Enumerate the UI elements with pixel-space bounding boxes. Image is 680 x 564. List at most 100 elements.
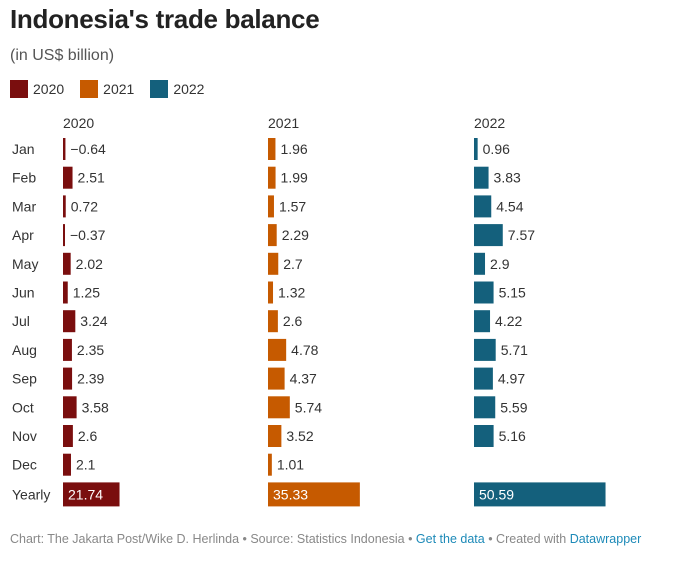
legend-item-2022: 2022: [150, 80, 204, 98]
bar-2022-nov: [474, 425, 494, 447]
value-label-2020-jul: 3.24: [80, 313, 107, 329]
row-label-nov: Nov: [12, 428, 37, 444]
value-label-2022-mar: 4.54: [496, 198, 523, 214]
footer: Chart: The Jakarta Post/Wike D. Herlinda…: [10, 532, 641, 546]
value-label-2021-jul: 2.6: [283, 313, 303, 329]
value-label-2021-dec: 1.01: [277, 457, 304, 473]
legend-swatch-2022: [150, 80, 169, 98]
legend-swatch-2020: [10, 80, 28, 98]
bar-2022-sep: [474, 367, 493, 390]
legend-swatch-2021: [80, 80, 99, 98]
value-label-2021-apr: 2.29: [282, 227, 309, 243]
bar-2020-jul: [63, 310, 76, 333]
value-label-2021-may: 2.7: [283, 256, 303, 272]
bar-2021-jun: [268, 281, 274, 304]
bar-2021-nov: [268, 425, 282, 447]
bar-2021-jul: [268, 310, 278, 333]
value-label-2022-jul: 4.22: [495, 313, 522, 329]
row-label-jul: Jul: [12, 313, 30, 329]
row-label-dec: Dec: [12, 457, 37, 473]
bar-total-2020: [63, 482, 120, 507]
legend-item-2020: 2020: [10, 80, 64, 98]
value-label-2022-oct: 5.59: [500, 399, 527, 415]
value-label-2021-mar: 1.57: [279, 198, 306, 214]
bar-2021-apr: [268, 224, 277, 247]
column-header-2020: 2020: [63, 115, 94, 131]
legend-label-2022: 2022: [173, 81, 205, 97]
column-header-2021: 2021: [268, 115, 299, 131]
bar-2021-sep: [268, 367, 285, 390]
value-label-2020-feb: 2.51: [78, 170, 105, 186]
value-label-2022-jun: 5.15: [499, 285, 526, 301]
trade-balance-chart: 2020 2021 2022 Jan Feb Mar Apr May Jun Jul Aug Sep O…: [12, 115, 606, 507]
footer-created-with: • Created with: [484, 532, 570, 546]
bar-2021-oct: [268, 396, 290, 419]
chart-title: Indonesia's trade balance: [10, 4, 320, 34]
bar-2021-feb: [268, 166, 276, 189]
bar-2020-dec: [63, 453, 71, 476]
value-label-2020-aug: 2.35: [77, 342, 104, 358]
get-the-data-link[interactable]: Get the data: [415, 532, 485, 546]
bar-2020-jun: [63, 281, 68, 304]
value-label-2021-jan: 1.96: [280, 141, 307, 157]
legend-label-2021: 2021: [103, 81, 135, 97]
legend-label-2020: 2020: [33, 81, 65, 97]
row-label-feb: Feb: [12, 170, 36, 186]
bar-2022-may: [474, 252, 486, 275]
bar-2020-aug: [63, 338, 72, 361]
row-label-apr: Apr: [12, 227, 34, 243]
value-label-2020-jun: 1.25: [73, 285, 100, 301]
bar-2020-apr: [63, 224, 65, 247]
value-label-total-2022: 50.59: [479, 486, 514, 502]
row-label-yearly: Yearly: [12, 486, 50, 502]
row-label-jun: Jun: [12, 285, 35, 301]
value-label-2021-jun: 1.32: [278, 285, 305, 301]
value-label-2021-feb: 1.99: [281, 170, 308, 186]
bar-2020-nov: [63, 425, 73, 447]
value-label-2022-apr: 7.57: [508, 227, 535, 243]
value-label-2020-sep: 2.39: [77, 371, 104, 387]
bar-2020-feb: [63, 166, 73, 189]
value-label-2020-jan: −0.64: [70, 141, 106, 157]
bar-2020-sep: [63, 367, 73, 390]
value-label-2020-apr: −0.37: [70, 227, 106, 243]
value-label-2020-dec: 2.1: [76, 457, 96, 473]
value-label-2022-jan: 0.96: [483, 141, 510, 157]
value-label-2020-may: 2.02: [76, 256, 103, 272]
bar-2020-mar: [63, 195, 66, 218]
bar-2022-mar: [474, 195, 492, 218]
bar-2021-aug: [268, 338, 287, 361]
bar-2022-apr: [474, 224, 503, 247]
bar-total-2022: [474, 482, 606, 507]
bar-2021-jan: [268, 138, 276, 160]
bar-2020-jan: [63, 138, 66, 160]
value-label-2021-aug: 4.78: [291, 342, 318, 358]
bar-2020-may: [63, 252, 71, 275]
datawrapper-link[interactable]: Datawrapper: [569, 532, 642, 546]
value-label-2022-aug: 5.71: [501, 342, 528, 358]
row-label-aug: Aug: [12, 342, 37, 358]
value-label-2022-sep: 4.97: [498, 371, 525, 387]
bar-2021-dec: [268, 453, 272, 476]
legend-item-2021: 2021: [80, 80, 134, 98]
value-label-2021-nov: 3.52: [286, 428, 313, 444]
value-label-total-2020: 21.74: [68, 486, 103, 502]
bar-2022-jun: [474, 281, 494, 304]
bar-2022-aug: [474, 338, 496, 361]
value-label-2020-oct: 3.58: [82, 399, 109, 415]
value-label-2022-nov: 5.16: [499, 428, 526, 444]
value-label-2021-oct: 5.74: [295, 399, 322, 415]
bar-2020-oct: [63, 396, 77, 419]
row-label-jan: Jan: [12, 141, 35, 157]
legend: 2020 2021 2022: [10, 80, 204, 98]
bar-2021-may: [268, 252, 279, 275]
value-label-2020-nov: 2.6: [78, 428, 98, 444]
bar-2022-jan: [474, 138, 478, 160]
value-label-2020-mar: 0.72: [71, 198, 98, 214]
value-label-2021-sep: 4.37: [290, 371, 317, 387]
chart-subtitle: (in US$ billion): [10, 47, 115, 64]
bar-2021-mar: [268, 195, 274, 218]
row-label-oct: Oct: [12, 399, 34, 415]
column-header-2022: 2022: [474, 115, 505, 131]
footer-credit: Chart: The Jakarta Post/Wike D. Herlinda…: [10, 532, 416, 546]
